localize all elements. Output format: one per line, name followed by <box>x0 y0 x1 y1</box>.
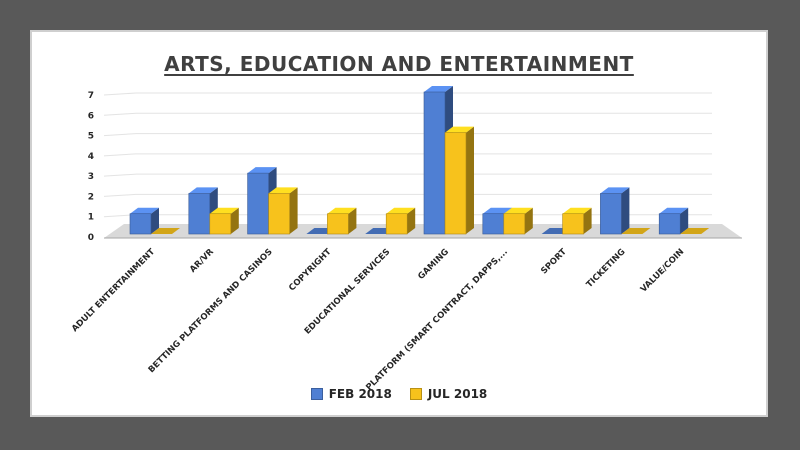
bar-jul-2018 <box>327 213 349 235</box>
gridline-slant <box>103 193 137 197</box>
bar-jul-2018-top <box>503 207 533 214</box>
x-category-label: ADULT ENTERTAINMENT <box>70 247 157 334</box>
bar-feb-2018 <box>658 213 681 235</box>
y-tick-label: 1 <box>88 213 94 223</box>
chart-plot-area: 0 1 2 3 4 5 6 7 ADULT ENTERTAINMENT AR/VRBETTING … <box>70 86 742 393</box>
x-category-label: SPORT <box>539 247 569 277</box>
x-category-label: VALUE/COIN <box>639 247 687 295</box>
bar-feb-2018-side <box>621 187 630 234</box>
legend-swatch-feb-2018 <box>310 388 323 400</box>
y-tick-label: 7 <box>88 91 94 101</box>
x-category-label: TICKETING <box>585 247 628 290</box>
gridline-slant <box>103 133 137 137</box>
x-category-label: COPYRIGHT <box>287 247 333 293</box>
bar-jul-2018-side <box>348 207 357 234</box>
bar-feb-2018-top <box>482 207 512 214</box>
y-tick-label: 6 <box>88 111 94 121</box>
bar-jul-2018-top <box>445 126 474 133</box>
bar-feb-2018-side <box>151 207 159 234</box>
bar-jul-2018 <box>385 213 408 235</box>
bar-feb-2018-top <box>659 207 689 214</box>
bar-jul-2018-top <box>268 187 298 194</box>
y-tick-label: 0 <box>88 233 94 243</box>
bar-jul-2018-side <box>524 207 533 234</box>
x-category-label: PLATFORM (SMART CONTRACT, DAPPS,... <box>364 247 510 393</box>
bar-feb-2018 <box>188 193 211 235</box>
bar-jul-2018-top <box>209 207 239 214</box>
bar-jul-2018 <box>503 213 526 235</box>
bar-feb-2018-top <box>130 207 159 214</box>
chart-title: ARTS, EDUCATION AND ENTERTAINMENT <box>164 52 634 76</box>
bar-feb-2018 <box>247 172 269 235</box>
y-tick-label: 5 <box>88 132 94 142</box>
legend-label-jul-2018: JUL 2018 <box>427 387 488 401</box>
bar-jul-2018 <box>268 193 290 235</box>
gridline-slant <box>103 112 137 116</box>
y-tick-label: 2 <box>88 192 94 202</box>
gridline-slant <box>103 153 137 157</box>
x-category-label: AR/VR <box>188 247 216 275</box>
bar-jul-2018-top <box>562 207 592 214</box>
bar-feb-2018 <box>482 213 505 235</box>
chart-card: ARTS, EDUCATION AND ENTERTAINMENT 0 1 2 3 4 5… <box>30 30 768 417</box>
bar-jul-2018-flat <box>151 228 180 234</box>
bar-feb-2018 <box>600 193 622 235</box>
legend-label-feb-2018: FEB 2018 <box>328 387 392 401</box>
bar-jul-2018-side <box>466 126 474 234</box>
bar-jul-2018-side <box>230 207 239 234</box>
bar-jul-2018-top <box>386 207 416 214</box>
bar-feb-2018 <box>423 91 446 235</box>
gridline-slant <box>103 173 137 177</box>
bar-jul-2018-flat <box>621 228 651 234</box>
legend-swatch-jul-2018 <box>409 388 422 400</box>
x-category-label: GAMING <box>416 247 451 282</box>
bar-feb-2018-side <box>680 207 689 234</box>
x-category-label: BETTING PLATFORMS AND CASINOS <box>147 247 275 375</box>
legend-item-feb-2018: FEB 2018 <box>310 387 392 401</box>
bar-jul-2018-side <box>407 207 416 234</box>
bar-feb-2018-top <box>424 86 453 92</box>
bar-jul-2018-side <box>583 207 592 234</box>
bar-jul-2018 <box>444 132 467 235</box>
bar-jul-2018 <box>209 213 232 235</box>
y-tick-label: 4 <box>88 152 94 162</box>
bar-feb-2018-top <box>600 187 630 194</box>
y-tick-label: 3 <box>88 172 94 182</box>
legend-item-jul-2018: JUL 2018 <box>409 387 488 401</box>
bar-feb-2018-top <box>188 187 218 194</box>
bar-feb-2018 <box>129 213 152 235</box>
bar-jul-2018-side <box>289 187 298 234</box>
bar-jul-2018 <box>562 213 584 235</box>
bar-jul-2018-top <box>327 207 357 214</box>
bar-feb-2018-top <box>247 167 277 174</box>
gridline-slant <box>103 92 137 96</box>
bar-jul-2018-flat <box>680 228 710 234</box>
chart-legend: FEB 2018 JUL 2018 <box>32 387 766 401</box>
